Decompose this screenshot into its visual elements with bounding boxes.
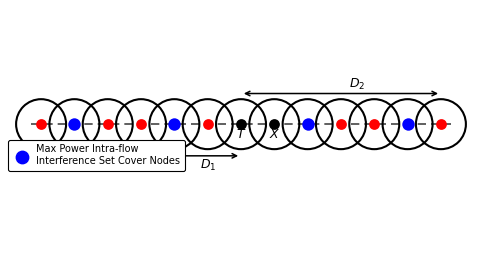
- Point: [337, 122, 345, 126]
- Legend: Max Power Intra-flow
Interference Set Cover Nodes: Max Power Intra-flow Interference Set Co…: [8, 140, 185, 171]
- Point: [104, 122, 112, 126]
- Point: [237, 122, 245, 126]
- Point: [137, 122, 145, 126]
- Text: $D_2$: $D_2$: [349, 77, 366, 92]
- Point: [404, 122, 412, 126]
- Point: [171, 122, 178, 126]
- Point: [270, 122, 278, 126]
- Text: $T$: $T$: [237, 128, 247, 141]
- Text: $X$: $X$: [269, 128, 281, 141]
- Point: [70, 122, 78, 126]
- Point: [437, 122, 445, 126]
- Text: $D_1$: $D_1$: [200, 158, 216, 173]
- Point: [204, 122, 212, 126]
- Point: [370, 122, 378, 126]
- Point: [304, 122, 311, 126]
- Point: [37, 122, 45, 126]
